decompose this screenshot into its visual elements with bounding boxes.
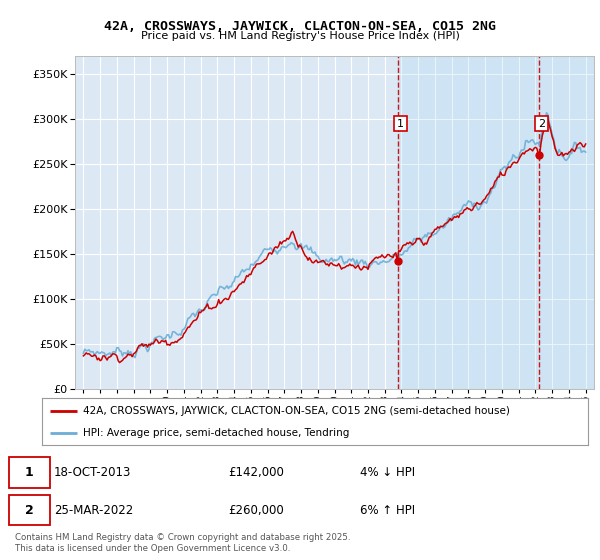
Text: HPI: Average price, semi-detached house, Tendring: HPI: Average price, semi-detached house,… <box>83 428 349 438</box>
Text: 42A, CROSSWAYS, JAYWICK, CLACTON-ON-SEA, CO15 2NG (semi-detached house): 42A, CROSSWAYS, JAYWICK, CLACTON-ON-SEA,… <box>83 406 510 416</box>
Text: 2: 2 <box>25 504 34 517</box>
Text: 1: 1 <box>397 119 404 129</box>
FancyBboxPatch shape <box>9 495 50 525</box>
Text: £260,000: £260,000 <box>228 504 284 517</box>
Text: Contains HM Land Registry data © Crown copyright and database right 2025.
This d: Contains HM Land Registry data © Crown c… <box>15 533 350 553</box>
Text: 2: 2 <box>538 119 545 129</box>
Text: 6% ↑ HPI: 6% ↑ HPI <box>360 504 415 517</box>
FancyBboxPatch shape <box>9 458 50 488</box>
Text: 1: 1 <box>25 466 34 479</box>
Bar <box>398 56 594 389</box>
Text: 18-OCT-2013: 18-OCT-2013 <box>54 466 131 479</box>
Text: 42A, CROSSWAYS, JAYWICK, CLACTON-ON-SEA, CO15 2NG: 42A, CROSSWAYS, JAYWICK, CLACTON-ON-SEA,… <box>104 20 496 32</box>
Text: 25-MAR-2022: 25-MAR-2022 <box>54 504 133 517</box>
Text: £142,000: £142,000 <box>228 466 284 479</box>
Text: 4% ↓ HPI: 4% ↓ HPI <box>360 466 415 479</box>
Text: Price paid vs. HM Land Registry's House Price Index (HPI): Price paid vs. HM Land Registry's House … <box>140 31 460 41</box>
